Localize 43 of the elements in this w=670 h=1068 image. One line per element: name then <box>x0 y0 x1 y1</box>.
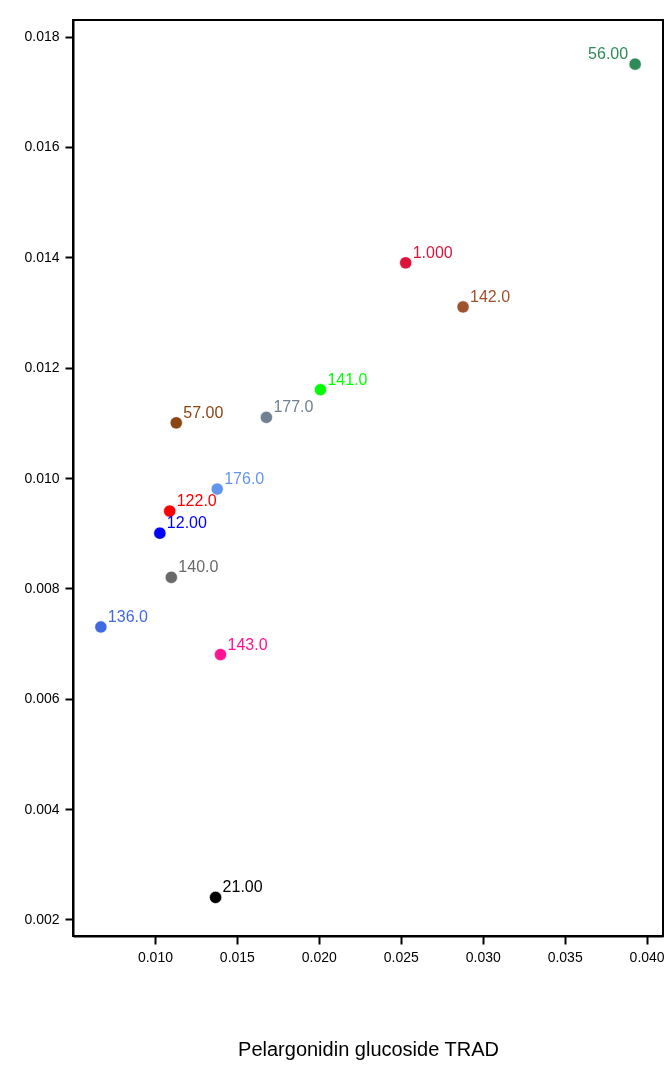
series-label: 57.00 <box>183 403 224 421</box>
point <box>314 383 327 397</box>
y-tick-label: 0.004 <box>24 800 60 817</box>
series-label: 140.0 <box>178 558 219 576</box>
series-label: 136.0 <box>107 607 148 625</box>
series-label: 21.00 <box>222 878 263 896</box>
point <box>169 416 183 430</box>
series-label: 56.00 <box>588 45 629 63</box>
series-label: 177.0 <box>273 398 314 416</box>
x-tick-label: 0.030 <box>465 948 501 965</box>
x-axis-title: Pelargonidin glucoside TRAD <box>238 1037 499 1060</box>
y-tick-label: 0.008 <box>24 579 60 596</box>
x-tick-label: 0.020 <box>301 948 338 965</box>
series-label: 1.000 <box>412 243 453 261</box>
series-label: 122.0 <box>176 492 217 510</box>
series-label: 143.0 <box>227 635 268 653</box>
y-tick-label: 0.002 <box>24 910 60 927</box>
point <box>153 526 167 540</box>
series-label: 176.0 <box>224 470 265 488</box>
series-label: 141.0 <box>327 370 368 388</box>
point <box>209 890 223 904</box>
x-tick-label: 0.035 <box>547 948 583 965</box>
series-label: 142.0 <box>470 287 511 305</box>
series-label: 12.00 <box>166 514 207 532</box>
x-tick-label: 0.025 <box>383 948 419 965</box>
point <box>210 482 224 496</box>
y-tick-label: 0.012 <box>24 359 60 376</box>
y-tick-label: 0.018 <box>24 28 60 45</box>
point <box>164 570 178 584</box>
x-tick-label: 0.015 <box>219 948 256 965</box>
x-tick-label: 0.010 <box>137 948 174 965</box>
point <box>259 410 273 424</box>
point <box>163 504 177 518</box>
y-tick-label: 0.006 <box>24 690 60 707</box>
point <box>628 57 642 71</box>
point <box>399 256 413 270</box>
y-tick-label: 0.014 <box>24 248 60 265</box>
y-tick-label: 0.010 <box>24 469 60 486</box>
point <box>456 300 470 314</box>
point <box>94 620 108 634</box>
x-tick-label: 0.040 <box>629 948 665 965</box>
y-tick-label: 0.016 <box>24 138 60 155</box>
point <box>214 648 227 661</box>
